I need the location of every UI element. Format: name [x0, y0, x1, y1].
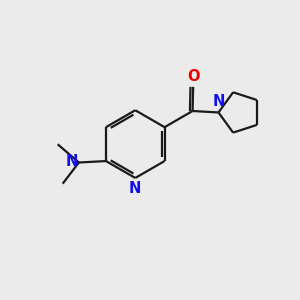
Text: N: N [129, 181, 142, 196]
Text: O: O [187, 69, 200, 84]
Text: N: N [213, 94, 225, 109]
Text: N: N [66, 154, 78, 169]
